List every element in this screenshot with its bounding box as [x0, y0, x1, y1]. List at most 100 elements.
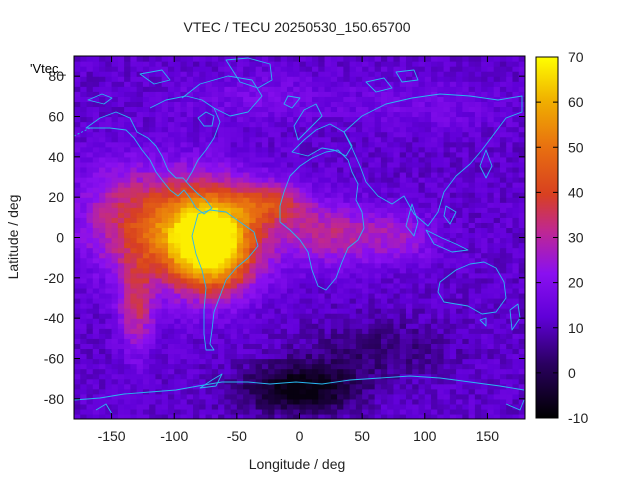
heatmap-cell: [124, 413, 131, 419]
heatmap-cell: [399, 277, 407, 284]
heatmap-cell: [243, 388, 250, 395]
heatmap-cell: [218, 252, 225, 259]
heatmap-cell: [74, 272, 81, 279]
heatmap-cell: [506, 91, 514, 97]
heatmap-cell: [193, 202, 200, 208]
heatmap-cell: [199, 343, 207, 350]
heatmap-cell: [337, 363, 344, 370]
heatmap-cell: [374, 393, 382, 400]
heatmap-cell: [374, 298, 382, 304]
heatmap-cell: [155, 192, 163, 198]
heatmap-cell: [274, 192, 282, 198]
heatmap-cell: [437, 358, 445, 365]
heatmap-cell: [236, 408, 244, 415]
heatmap-cell: [230, 373, 238, 380]
heatmap-cell: [474, 328, 482, 334]
heatmap-cell: [117, 277, 125, 284]
heatmap-cell: [481, 333, 489, 339]
heatmap-cell: [261, 413, 269, 419]
heatmap-cell: [312, 212, 319, 218]
heatmap-cell: [506, 343, 514, 350]
heatmap-cell: [368, 303, 376, 309]
heatmap-cell: [99, 383, 106, 390]
heatmap-cell: [167, 267, 175, 274]
heatmap-cell: [268, 166, 276, 173]
heatmap-cell: [193, 328, 200, 334]
heatmap-cell: [274, 403, 282, 410]
heatmap-cell: [405, 187, 413, 193]
heatmap-cell: [405, 267, 413, 274]
heatmap-cell: [330, 126, 338, 133]
heatmap-cell: [487, 227, 495, 234]
heatmap-cell: [318, 403, 326, 410]
heatmap-cell: [324, 287, 332, 294]
heatmap-cell: [186, 187, 194, 193]
heatmap-cell: [236, 323, 244, 329]
heatmap-cell: [437, 171, 445, 178]
heatmap-cell: [117, 303, 125, 309]
heatmap-cell: [199, 303, 207, 309]
heatmap-cell: [362, 398, 369, 405]
heatmap-cell: [136, 146, 144, 153]
heatmap-cell: [493, 393, 501, 400]
heatmap-cell: [111, 247, 119, 254]
heatmap-cell: [499, 403, 507, 410]
heatmap-cell: [468, 202, 476, 208]
heatmap-cell: [387, 338, 395, 344]
heatmap-cell: [312, 242, 319, 249]
heatmap-cell: [399, 151, 407, 158]
heatmap-cell: [318, 343, 326, 350]
heatmap-cell: [105, 383, 113, 390]
heatmap-cell: [405, 217, 413, 223]
heatmap-cell: [142, 292, 150, 299]
heatmap-cell: [343, 86, 351, 92]
heatmap-cell: [449, 91, 457, 97]
heatmap-cell: [261, 383, 269, 390]
heatmap-cell: [449, 343, 457, 350]
heatmap-cell: [405, 287, 413, 294]
heatmap-cell: [305, 121, 313, 128]
heatmap-cell: [456, 287, 463, 294]
heatmap-cell: [462, 398, 470, 405]
heatmap-cell: [249, 192, 257, 198]
heatmap-cell: [399, 91, 407, 97]
heatmap-cell: [468, 323, 476, 329]
heatmap-cell: [274, 398, 282, 405]
heatmap-cell: [155, 126, 163, 133]
heatmap-cell: [124, 338, 131, 344]
heatmap-cell: [399, 413, 407, 419]
heatmap-cell: [343, 277, 351, 284]
heatmap-cell: [449, 303, 457, 309]
heatmap-cell: [99, 222, 106, 229]
heatmap-cell: [99, 242, 106, 249]
heatmap-cell: [437, 378, 445, 385]
heatmap-cell: [412, 91, 420, 97]
heatmap-cell: [493, 91, 501, 97]
heatmap-cell: [261, 277, 269, 284]
heatmap-cell: [161, 388, 169, 395]
heatmap-cell: [205, 136, 213, 143]
heatmap-cell: [268, 343, 276, 350]
heatmap-cell: [355, 393, 363, 400]
heatmap-cell: [424, 353, 432, 360]
heatmap-cell: [130, 197, 138, 203]
heatmap-cell: [211, 106, 219, 113]
heatmap-cell: [136, 161, 144, 168]
heatmap-cell: [355, 207, 363, 213]
heatmap-cell: [456, 81, 463, 87]
heatmap-cell: [468, 96, 476, 102]
heatmap-cell: [243, 383, 250, 390]
heatmap-cell: [205, 217, 213, 223]
heatmap-cell: [236, 262, 244, 269]
heatmap-cell: [149, 182, 157, 188]
heatmap-cell: [362, 292, 369, 299]
heatmap-cell: [161, 232, 169, 239]
heatmap-cell: [249, 141, 257, 148]
heatmap-cell: [111, 232, 119, 239]
heatmap-cell: [136, 277, 144, 284]
heatmap-cell: [462, 161, 470, 168]
heatmap-cell: [230, 86, 238, 92]
heatmap-cell: [293, 232, 301, 239]
heatmap-cell: [199, 81, 207, 87]
heatmap-cell: [518, 126, 525, 133]
